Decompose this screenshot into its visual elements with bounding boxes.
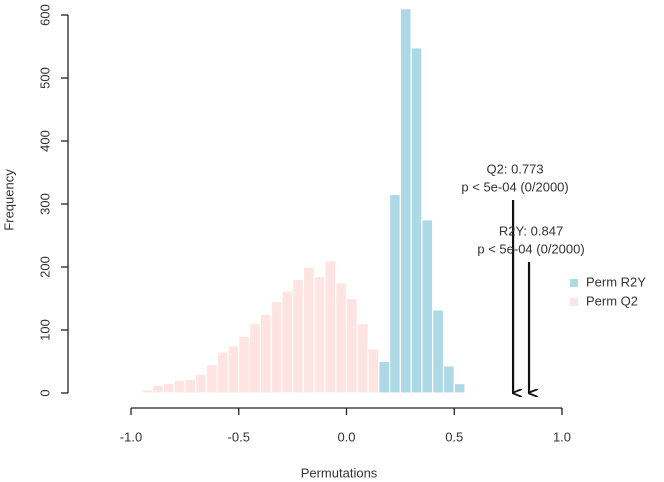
y-axis-label: Frequency <box>1 169 16 231</box>
bar <box>345 297 358 394</box>
annotation-pvalue: p < 5e-04 (0/2000) <box>477 241 584 256</box>
y-tick-label: 600 <box>37 4 52 26</box>
y-tick-label: 500 <box>37 67 52 89</box>
bar <box>248 323 261 394</box>
x-tick-label: 0.0 <box>337 429 355 444</box>
annotation-label: R2Y: 0.847 <box>499 223 563 238</box>
bar <box>205 364 218 394</box>
bar <box>335 282 348 394</box>
bar <box>259 313 272 394</box>
bar <box>238 335 251 394</box>
x-tick-label: -1.0 <box>120 429 142 444</box>
x-tick-label: 1.0 <box>553 429 571 444</box>
legend-swatch <box>570 298 578 306</box>
bar <box>313 275 326 394</box>
bar <box>173 379 186 394</box>
bar <box>399 8 412 394</box>
bar <box>302 266 315 394</box>
bar <box>356 323 369 394</box>
y-tick-label: 400 <box>37 130 52 152</box>
y-tick-label: 300 <box>37 193 52 215</box>
y-tick-label: 100 <box>37 319 52 341</box>
legend-swatch <box>570 279 578 287</box>
bar <box>195 373 208 394</box>
bar <box>227 345 240 394</box>
legend-label: Perm Q2 <box>586 293 638 308</box>
bar <box>151 384 164 394</box>
bar <box>292 279 304 394</box>
bar <box>378 360 391 394</box>
bar <box>141 389 154 394</box>
bar <box>432 309 445 394</box>
bar <box>410 47 423 394</box>
bar <box>453 382 466 394</box>
bar <box>324 260 337 394</box>
bar <box>162 382 175 394</box>
y-tick-label: 200 <box>37 256 52 278</box>
legend-label: Perm R2Y <box>586 274 646 289</box>
bar <box>216 351 229 394</box>
bar <box>270 301 283 394</box>
annotation-label: Q2: 0.773 <box>487 161 544 176</box>
bar <box>367 348 380 394</box>
bar <box>184 378 197 394</box>
annotation-pvalue: p < 5e-04 (0/2000) <box>461 179 568 194</box>
y-tick-label: 0 <box>37 389 52 396</box>
bar <box>442 365 455 394</box>
x-tick-label: 0.5 <box>445 429 463 444</box>
bar <box>281 290 294 394</box>
x-axis-label: Permutations <box>301 465 378 480</box>
x-tick-label: -0.5 <box>228 429 250 444</box>
bar <box>421 219 434 394</box>
bar <box>389 193 401 394</box>
